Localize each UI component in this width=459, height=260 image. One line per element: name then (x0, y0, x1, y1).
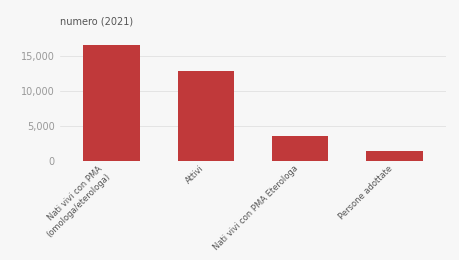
Bar (177, 71, 234, 161)
Bar (365, 151, 422, 161)
Bar (83, 45, 140, 161)
Bar (271, 136, 328, 161)
Text: numero (2021): numero (2021) (60, 16, 133, 26)
